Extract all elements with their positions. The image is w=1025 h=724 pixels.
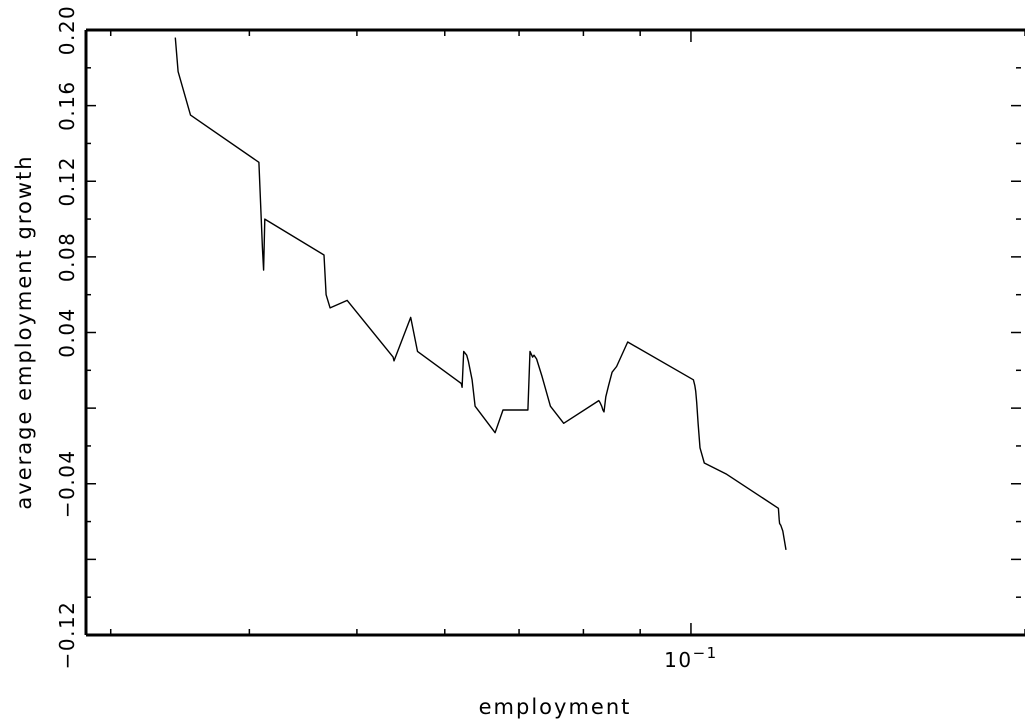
series-layer bbox=[174, 37, 787, 551]
y-tick-label: 0.04 bbox=[55, 307, 79, 358]
y-tick-label: −0.04 bbox=[55, 449, 79, 518]
y-axis-ticks: −0.12 −0.04 0.04 0.08 0.12 0.16 0.20 bbox=[55, 5, 1021, 670]
series-line bbox=[174, 37, 787, 551]
x-axis-ticks: 10−1 bbox=[109, 30, 1025, 672]
y-tick-label: 0.12 bbox=[55, 156, 79, 207]
y-axis-title: average employment growth bbox=[12, 154, 36, 509]
x-axis-title: employment bbox=[479, 695, 632, 719]
y-tick-label: −0.12 bbox=[55, 601, 79, 670]
plot-frame bbox=[84, 28, 1025, 637]
y-tick-label: 0.20 bbox=[55, 5, 79, 56]
x-tick-label: 10−1 bbox=[664, 644, 718, 672]
y-tick-label: 0.08 bbox=[55, 232, 79, 283]
y-tick-label: 0.16 bbox=[55, 80, 79, 131]
